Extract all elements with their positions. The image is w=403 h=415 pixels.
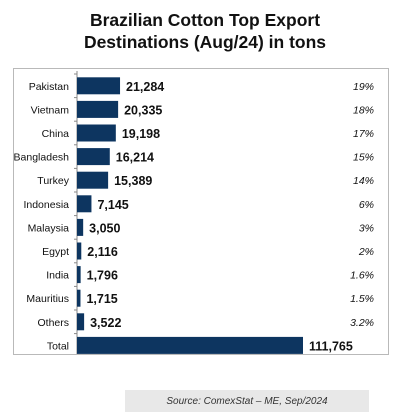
category-label: Turkey xyxy=(37,175,69,187)
chart-title-line2: Destinations (Aug/24) in tons xyxy=(83,32,327,52)
value-label: 15,389 xyxy=(114,174,152,188)
value-label: 21,284 xyxy=(126,80,164,94)
share-label: 15% xyxy=(353,152,374,164)
chart-panel: Pakistan 21,284 19% Vietnam 20,335 18% China 19… xyxy=(13,68,389,355)
source-text: Source: ComexStat – ME, Sep/2024 xyxy=(166,395,328,407)
share-label: 1.6% xyxy=(350,270,374,282)
value-label: 3,050 xyxy=(89,221,120,235)
bar xyxy=(77,266,81,284)
bar xyxy=(77,313,85,331)
category-label: Others xyxy=(37,317,69,329)
value-label: 20,335 xyxy=(124,103,162,117)
category-label: India xyxy=(46,270,69,282)
bar xyxy=(77,336,303,354)
source-note: Source: ComexStat – ME, Sep/2024 xyxy=(125,390,369,412)
share-label: 3.2% xyxy=(350,317,374,329)
bar xyxy=(77,242,82,260)
share-label: 19% xyxy=(353,81,374,93)
bar xyxy=(77,148,110,166)
category-label: Indonesia xyxy=(23,199,69,211)
category-label: Egypt xyxy=(42,246,69,258)
value-label: 16,214 xyxy=(116,151,154,165)
bar-chart: Pakistan 21,284 19% Vietnam 20,335 18% China 19… xyxy=(14,71,374,354)
share-label: 18% xyxy=(353,104,374,116)
bar xyxy=(77,100,119,118)
category-label: Malaysia xyxy=(28,222,70,234)
value-label: 7,145 xyxy=(97,198,128,212)
value-label: 111,765 xyxy=(309,339,353,353)
value-label: 1,715 xyxy=(86,292,117,306)
bar xyxy=(77,171,109,189)
category-label: Mauritius xyxy=(26,293,69,305)
share-label: 14% xyxy=(353,175,374,187)
share-label: 6% xyxy=(359,199,374,211)
bar xyxy=(77,124,116,142)
category-label: Pakistan xyxy=(29,81,69,93)
value-label: 1,796 xyxy=(87,269,118,283)
bar xyxy=(77,289,81,307)
value-label: 2,116 xyxy=(87,245,118,259)
share-label: 1.5% xyxy=(350,293,374,305)
value-label: 3,522 xyxy=(90,316,121,330)
category-label: China xyxy=(42,128,70,140)
chart-title: Brazilian Cotton Top Export Destinations… xyxy=(40,9,370,53)
share-label: 17% xyxy=(353,128,374,140)
bar xyxy=(77,77,121,95)
chart-title-line1: Brazilian Cotton Top Export xyxy=(89,10,321,30)
category-label: Vietnam xyxy=(31,104,70,116)
share-label: 3% xyxy=(359,222,374,234)
bar xyxy=(77,195,92,213)
category-label: Total xyxy=(47,340,69,352)
value-label: 19,198 xyxy=(122,127,160,141)
category-label: Bangladesh xyxy=(14,152,69,164)
share-label: 2% xyxy=(358,246,374,258)
bar xyxy=(77,218,84,236)
